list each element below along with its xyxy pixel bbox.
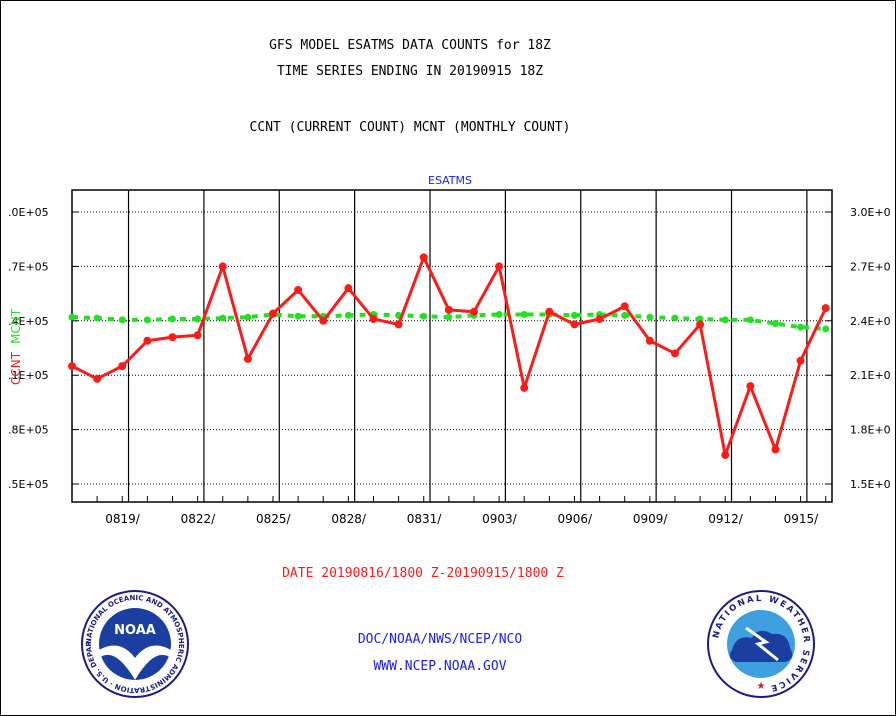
data-point-ccnt xyxy=(670,349,679,358)
y-tick-label-right: 2.1E+0 xyxy=(850,369,891,382)
data-point-ccnt xyxy=(495,262,504,271)
y-tick-label-right: 2.4E+0 xyxy=(850,315,891,328)
data-point-mcnt xyxy=(168,315,176,323)
data-point-mcnt xyxy=(696,315,704,323)
y-tick-label-left: .1E+05 xyxy=(8,369,49,382)
data-point-mcnt xyxy=(621,311,629,319)
y-axis-label-mcnt: MCNT xyxy=(9,308,23,344)
data-point-ccnt xyxy=(595,314,604,323)
data-point-mcnt xyxy=(646,313,654,321)
data-point-mcnt xyxy=(68,313,76,321)
time-series-chart: ESATMS .5E+05 1.5E+0 .8E+05 1.8E+0 .1E+05 2.1E… xyxy=(8,174,891,526)
x-tick-label: 0822/ xyxy=(181,512,217,526)
data-point-ccnt xyxy=(821,304,830,313)
data-point-ccnt xyxy=(344,284,353,293)
data-point-ccnt xyxy=(394,320,403,329)
data-point-ccnt xyxy=(620,302,629,311)
chart-title-line-1: GFS MODEL ESATMS DATA COUNTS for 18Z xyxy=(269,38,551,53)
data-point-mcnt xyxy=(746,316,754,324)
data-point-mcnt xyxy=(420,312,428,320)
data-point-ccnt xyxy=(118,362,127,371)
chart-title-line-3: CCNT (CURRENT COUNT) MCNT (MONTHLY COUNT… xyxy=(249,120,571,135)
plot-subtitle: ESATMS xyxy=(428,174,472,187)
data-point-ccnt xyxy=(419,253,428,262)
data-point-ccnt xyxy=(369,314,378,323)
data-point-ccnt xyxy=(168,333,177,342)
data-point-ccnt xyxy=(796,356,805,365)
x-tick-label: 0903/ xyxy=(482,512,518,526)
noaa-logo: NATIONAL OCEANIC AND ATMOSPHERIC ADMINIS… xyxy=(80,588,189,698)
svg-text:★: ★ xyxy=(757,681,766,692)
url-line: WWW.NCEP.NOAA.GOV xyxy=(373,659,507,674)
data-point-ccnt xyxy=(645,336,654,345)
data-point-mcnt xyxy=(520,310,528,318)
org-line: DOC/NOAA/NWS/NCEP/NCO xyxy=(357,632,523,647)
y-tick-label-right: 2.7E+0 xyxy=(850,260,891,273)
data-point-ccnt xyxy=(444,305,453,314)
data-point-mcnt xyxy=(495,310,503,318)
data-point-ccnt xyxy=(218,262,227,271)
data-point-mcnt xyxy=(219,314,227,322)
data-point-ccnt xyxy=(771,445,780,454)
y-tick-label-left: .4E+05 xyxy=(8,315,49,328)
x-tick-label: 0915/ xyxy=(784,512,820,526)
data-point-ccnt xyxy=(193,331,202,340)
data-point-ccnt xyxy=(319,316,328,325)
data-point-ccnt xyxy=(520,383,529,392)
data-point-ccnt xyxy=(696,320,705,329)
data-point-mcnt xyxy=(344,311,352,319)
y-tick-label-right: 1.5E+0 xyxy=(850,478,891,491)
y-tick-label-left: .8E+05 xyxy=(8,424,49,437)
data-point-mcnt xyxy=(822,325,830,333)
data-point-ccnt xyxy=(721,450,730,459)
y-tick-label-right: 3.0E+0 xyxy=(850,206,891,219)
data-point-ccnt xyxy=(93,374,102,383)
x-tick-label: 0909/ xyxy=(633,512,669,526)
data-point-mcnt xyxy=(118,316,126,324)
y-tick-label-left: .5E+05 xyxy=(8,478,49,491)
y-axis-label: CCNT MCNT xyxy=(9,308,23,385)
y-tick-label-right: 1.8E+0 xyxy=(850,424,891,437)
noaa-logo-text: NOAA xyxy=(114,623,156,638)
data-point-mcnt xyxy=(797,323,805,331)
nws-logo: NATIONAL WEATHER SERVICE ★ xyxy=(707,590,815,698)
data-point-ccnt xyxy=(545,307,554,316)
chart-title-line-2: TIME SERIES ENDING IN 20190915 18Z xyxy=(276,64,544,79)
data-point-mcnt xyxy=(671,314,679,322)
date-range-label: DATE 20190816/1800 Z-20190915/1800 Z xyxy=(282,566,564,581)
data-point-mcnt xyxy=(143,316,151,324)
data-point-ccnt xyxy=(469,307,478,316)
data-point-ccnt xyxy=(143,336,152,345)
y-tick-label-left: .7E+05 xyxy=(8,260,49,273)
data-point-mcnt xyxy=(721,316,729,324)
x-tick-label: 0831/ xyxy=(407,512,443,526)
y-tick-label-left: .0E+05 xyxy=(8,206,49,219)
x-tick-label: 0912/ xyxy=(708,512,744,526)
plot-area xyxy=(71,189,833,503)
data-point-ccnt xyxy=(570,320,579,329)
y-axis-label-ccnt: CCNT xyxy=(9,351,23,385)
data-point-ccnt xyxy=(746,382,755,391)
x-tick-label: 0825/ xyxy=(256,512,292,526)
data-point-mcnt xyxy=(294,312,302,320)
data-point-ccnt xyxy=(243,354,252,363)
x-tick-label: 0906/ xyxy=(557,512,593,526)
data-point-mcnt xyxy=(570,311,578,319)
x-tick-label: 0828/ xyxy=(331,512,367,526)
x-tick-label: 0819/ xyxy=(105,512,141,526)
data-point-mcnt xyxy=(771,320,779,328)
data-point-mcnt xyxy=(445,313,453,321)
data-point-ccnt xyxy=(68,362,76,371)
data-point-mcnt xyxy=(93,314,101,322)
data-point-mcnt xyxy=(194,315,202,323)
data-point-mcnt xyxy=(244,313,252,321)
data-point-ccnt xyxy=(268,309,277,318)
data-point-ccnt xyxy=(294,285,303,294)
